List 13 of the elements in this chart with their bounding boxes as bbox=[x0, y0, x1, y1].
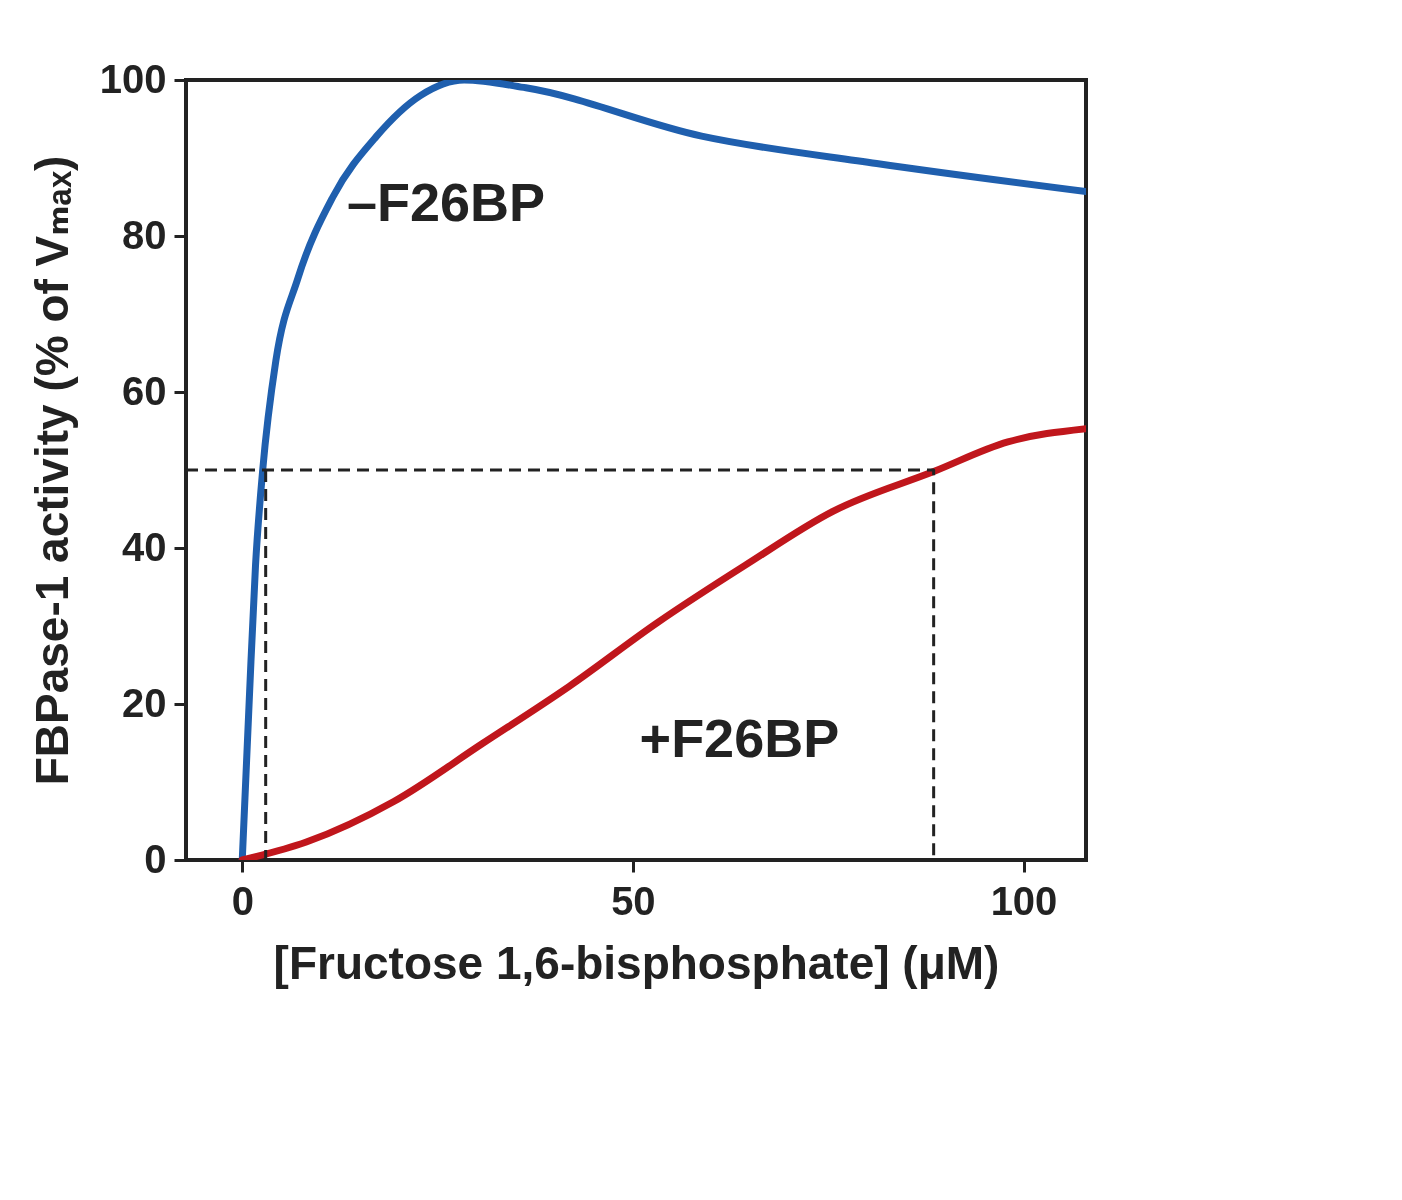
y-tick-label: 40 bbox=[122, 524, 167, 569]
x-tick-label: 100 bbox=[990, 878, 1058, 923]
y-tick-label: 80 bbox=[122, 212, 167, 257]
y-axis-title: FBPase-1 activity (% of Vₘₐₓ) bbox=[25, 155, 78, 786]
series-label: –F26BP bbox=[346, 172, 545, 232]
y-tick-label: 0 bbox=[144, 836, 167, 881]
x-tick-label: 50 bbox=[611, 878, 656, 923]
y-tick-label: 100 bbox=[99, 56, 167, 101]
y-tick-label: 20 bbox=[122, 680, 167, 725]
x-axis-title: [Fructose 1,6-bisphosphate] (μM) bbox=[273, 936, 1000, 989]
y-tick-label: 60 bbox=[122, 368, 167, 413]
x-tick-label: 0 bbox=[231, 878, 254, 923]
series-label: +F26BP bbox=[639, 708, 840, 769]
